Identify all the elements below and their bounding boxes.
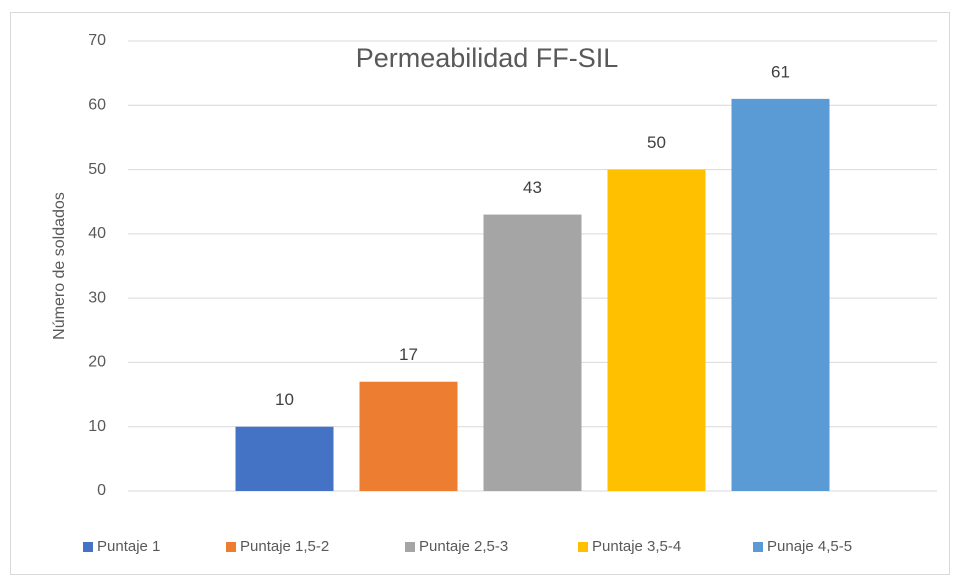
legend-label: Puntaje 1,5-2	[240, 538, 329, 555]
y-tick-label: 70	[88, 32, 106, 49]
data-label: 17	[399, 345, 418, 364]
legend-swatch	[83, 542, 93, 552]
y-axis-label: Número de soldados	[51, 192, 68, 340]
bar	[607, 169, 706, 492]
y-tick-label: 60	[88, 97, 106, 114]
y-tick-label: 40	[88, 225, 106, 242]
legend-label: Puntaje 3,5-4	[592, 538, 681, 555]
legend-swatch	[753, 542, 763, 552]
legend-swatch	[405, 542, 415, 552]
bar	[483, 214, 582, 492]
data-label: 43	[523, 178, 542, 197]
y-tick-label: 30	[88, 289, 106, 306]
data-label: 10	[275, 390, 294, 409]
legend-swatch	[226, 542, 236, 552]
y-tick-label: 0	[97, 482, 106, 499]
bar	[359, 381, 458, 491]
chart-title: Permeabilidad FF-SIL	[356, 43, 619, 73]
y-tick-label: 50	[88, 161, 106, 178]
legend-label: Puntaje 1	[97, 538, 160, 555]
data-label: 50	[647, 133, 666, 152]
bar	[731, 98, 830, 491]
bar	[235, 426, 334, 491]
y-tick-label: 20	[88, 354, 106, 371]
data-label: 61	[771, 62, 790, 81]
legend-label: Puntaje 2,5-3	[419, 538, 508, 555]
legend-swatch	[578, 542, 588, 552]
legend-label: Punaje 4,5-5	[767, 538, 852, 555]
y-tick-label: 10	[88, 418, 106, 435]
